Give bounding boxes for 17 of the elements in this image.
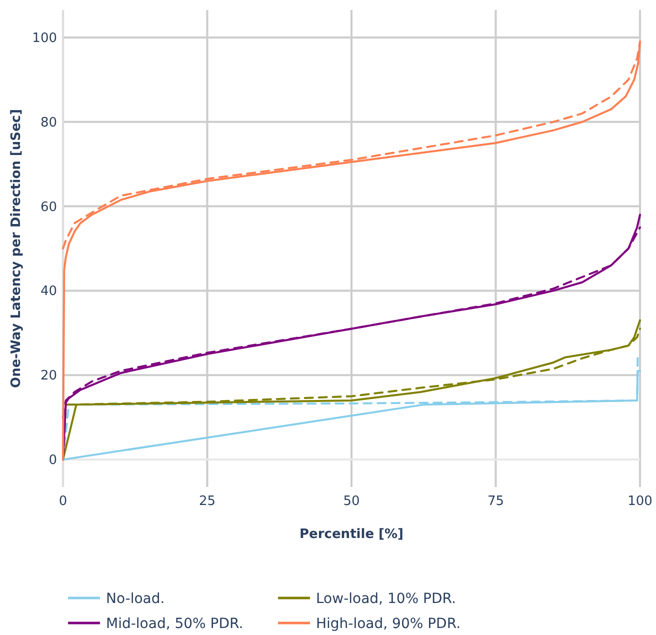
x-tick-label: 0 bbox=[58, 494, 68, 509]
x-tick-label: 100 bbox=[628, 494, 652, 509]
y-tick-label: 80 bbox=[40, 115, 57, 130]
x-tick-label: 25 bbox=[198, 494, 216, 509]
y-tick-label: 100 bbox=[32, 30, 57, 46]
x-axis-title: Percentile [%] bbox=[300, 527, 404, 542]
legend-label: Mid-load, 50% PDR. bbox=[106, 616, 244, 632]
legend-label: No-load. bbox=[106, 591, 165, 607]
legend-label: High-load, 90% PDR. bbox=[316, 616, 461, 632]
y-tick-label: 20 bbox=[40, 368, 57, 384]
y-tick-label: 0 bbox=[48, 453, 57, 468]
y-tick-label: 40 bbox=[40, 284, 57, 300]
x-tick-label: 50 bbox=[343, 494, 360, 509]
y-tick-label: 60 bbox=[40, 200, 57, 215]
legend-label: Low-load, 10% PDR. bbox=[316, 591, 456, 607]
y-axis-title: One-Way Latency per Direction [uSec] bbox=[9, 109, 24, 388]
x-tick-label: 75 bbox=[487, 494, 504, 509]
